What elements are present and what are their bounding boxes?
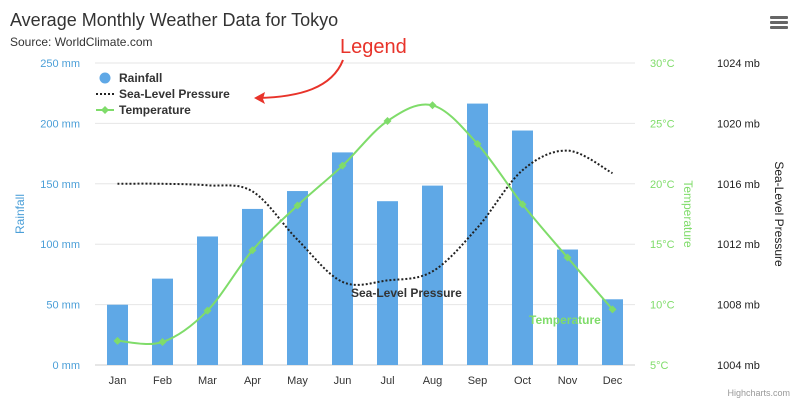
credits-link[interactable]: Highcharts.com — [727, 388, 790, 398]
x-tick-label: Mar — [198, 375, 217, 387]
rainfall-bars — [107, 103, 623, 365]
rainfall-bar — [467, 103, 488, 365]
temperature-point — [428, 101, 437, 110]
temperature-point — [203, 306, 212, 315]
annotation-label: Legend — [340, 36, 407, 58]
x-tick-label: May — [287, 375, 308, 387]
rainfall-bar — [197, 236, 218, 365]
temperature-point — [473, 139, 482, 148]
x-tick-label: Jul — [380, 375, 394, 387]
rainfall-bar — [602, 299, 623, 365]
rainfall-tick-label: 200 mm — [40, 118, 80, 130]
x-tick-label: Dec — [603, 375, 623, 387]
chart-title: Average Monthly Weather Data for Tokyo — [10, 10, 338, 30]
pressure-axis-title: Sea-Level Pressure — [772, 161, 786, 267]
temperature-tick-label: 15°C — [650, 239, 675, 251]
pressure-tick-label: 1024 mb — [717, 58, 760, 70]
temperature-point — [248, 246, 257, 255]
rainfall-axis-ticks: 0 mm 50 mm 100 mm 150 mm 200 mm 250 mm — [40, 58, 80, 372]
x-tick-label: Feb — [153, 375, 172, 387]
rainfall-tick-label: 0 mm — [53, 360, 81, 372]
x-tick-label: Jan — [109, 375, 127, 387]
temperature-point — [608, 305, 617, 314]
pressure-tick-label: 1020 mb — [717, 118, 760, 130]
temperature-point — [563, 253, 572, 262]
temperature-tick-label: 25°C — [650, 118, 675, 130]
x-tick-label: Aug — [423, 375, 443, 387]
temperature-point — [518, 200, 527, 209]
rainfall-bar — [107, 304, 128, 365]
rainfall-bar — [377, 201, 398, 365]
rainfall-tick-label: 50 mm — [46, 300, 80, 312]
temperature-point — [383, 116, 392, 125]
temperature-tick-label: 20°C — [650, 179, 675, 191]
legend-label-temperature: Temperature — [119, 103, 191, 117]
rainfall-bar — [332, 152, 353, 365]
menu-button[interactable] — [768, 14, 790, 32]
chart-subtitle: Source: WorldClimate.com — [10, 35, 153, 49]
hamburger-menu-icon — [770, 16, 788, 29]
temperature-series-line — [117, 103, 614, 345]
pressure-series-line — [117, 149, 613, 286]
pressure-tick-label: 1012 mb — [717, 239, 760, 251]
legend-label-pressure: Sea-Level Pressure — [119, 87, 230, 101]
rainfall-axis-title: Rainfall — [13, 194, 27, 234]
grid-lines — [95, 62, 635, 366]
legend-label-rainfall: Rainfall — [119, 71, 162, 85]
x-tick-label: Apr — [244, 375, 261, 387]
temperature-axis-title: Temperature — [681, 180, 695, 248]
rainfall-legend-symbol — [99, 72, 111, 84]
temperature-point — [158, 338, 167, 347]
rainfall-bar — [152, 278, 173, 365]
temperature-series-label: Temperature — [529, 313, 601, 327]
legend-item-pressure[interactable]: Sea-Level Pressure — [96, 87, 230, 101]
temperature-tick-label: 5°C — [650, 360, 669, 372]
temperature-legend-marker — [101, 106, 109, 114]
legend: Rainfall Sea-Level Pressure Temperature — [96, 71, 230, 117]
rainfall-tick-label: 100 mm — [40, 239, 80, 251]
legend-annotation: Legend — [254, 36, 407, 104]
temperature-axis-ticks: 5°C 10°C 15°C 20°C 25°C 30°C — [650, 58, 675, 372]
temperature-point — [113, 336, 122, 345]
x-axis-ticks: Jan Feb Mar Apr May Jun Jul Aug Sep Oct Nov Dec — [109, 375, 623, 387]
temperature-points — [113, 101, 617, 347]
legend-item-temperature[interactable]: Temperature — [96, 103, 191, 117]
x-tick-label: Oct — [514, 375, 531, 387]
annotation-arrow-head-icon — [254, 92, 265, 104]
temperature-point — [338, 161, 347, 170]
temperature-tick-label: 10°C — [650, 300, 675, 312]
rainfall-tick-label: 150 mm — [40, 179, 80, 191]
rainfall-bar — [242, 208, 263, 365]
rainfall-bar — [512, 130, 533, 365]
x-tick-label: Jun — [334, 375, 352, 387]
temperature-point — [293, 201, 302, 210]
pressure-series-label: Sea-Level Pressure — [351, 286, 462, 300]
annotation-arrow-line — [257, 59, 344, 99]
rainfall-bar — [287, 191, 308, 365]
pressure-tick-label: 1004 mb — [717, 360, 760, 372]
rainfall-bar — [557, 249, 578, 365]
rainfall-bar — [422, 185, 443, 365]
rainfall-tick-label: 250 mm — [40, 58, 80, 70]
pressure-tick-label: 1008 mb — [717, 300, 760, 312]
temperature-tick-label: 30°C — [650, 58, 675, 70]
x-tick-label: Nov — [558, 375, 578, 387]
pressure-tick-label: 1016 mb — [717, 179, 760, 191]
pressure-axis-ticks: 1004 mb 1008 mb 1012 mb 1016 mb 1020 mb 1024 … — [717, 58, 760, 372]
x-tick-label: Sep — [468, 375, 488, 387]
legend-item-rainfall[interactable]: Rainfall — [99, 71, 163, 85]
